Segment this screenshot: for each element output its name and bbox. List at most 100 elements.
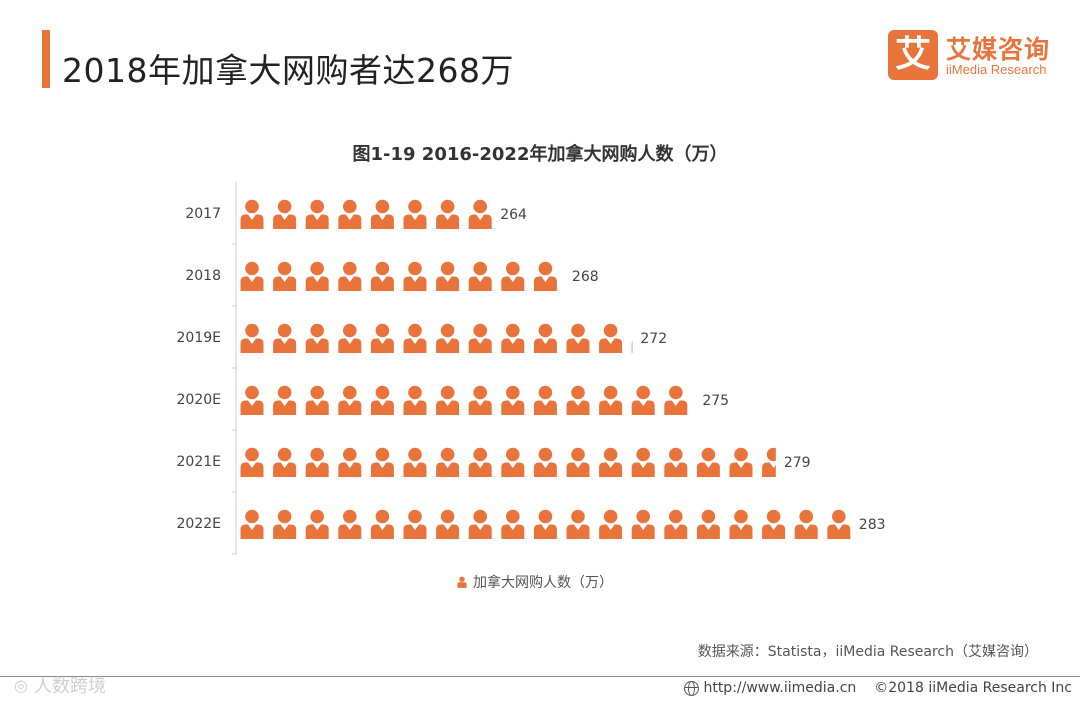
person-icon (533, 385, 557, 415)
person-icon (599, 509, 623, 539)
person-icon (664, 509, 688, 539)
person-icon (305, 509, 329, 539)
person-icon (468, 323, 492, 353)
person-icon (273, 509, 297, 539)
person-icon (338, 199, 362, 229)
data-label: 283 (859, 517, 886, 533)
person-icon (370, 447, 394, 477)
person-icon (305, 261, 329, 291)
data-label: 275 (702, 393, 729, 409)
person-icon (631, 340, 633, 353)
person-icon (533, 323, 557, 353)
person-icon (273, 447, 297, 477)
person-icon (468, 385, 492, 415)
person-icon (436, 323, 460, 353)
person-icon (436, 261, 460, 291)
legend-person-icon (457, 576, 467, 588)
person-icon (403, 447, 427, 477)
person-icon (370, 199, 394, 229)
person-icon (762, 447, 776, 477)
person-icon (338, 385, 362, 415)
person-icon (599, 447, 623, 477)
title-accent-bar (42, 30, 50, 88)
person-icon (240, 509, 264, 539)
person-icon (631, 385, 655, 415)
person-icon (338, 447, 362, 477)
person-icon (273, 199, 297, 229)
person-icon (403, 385, 427, 415)
person-icon (240, 261, 264, 291)
watermark-text: 人数跨境 (33, 676, 106, 697)
person-icon (403, 323, 427, 353)
logo-mark: 艾 (888, 30, 938, 80)
footer-divider (0, 676, 1080, 677)
y-tick-label: 2017 (185, 206, 221, 222)
person-icon (403, 261, 427, 291)
person-icon (631, 447, 655, 477)
person-icon (403, 509, 427, 539)
person-icon (664, 447, 688, 477)
person-icon (696, 447, 720, 477)
page-title: 2018年加拿大网购者达268万 (62, 51, 514, 90)
person-icon (566, 447, 590, 477)
person-icon (468, 447, 492, 477)
person-icon (533, 509, 557, 539)
person-icon (240, 385, 264, 415)
bar-row (240, 323, 633, 353)
logo-english-name: iiMedia Research (946, 62, 1047, 77)
person-icon (305, 323, 329, 353)
chart-title: 图1-19 2016-2022年加拿大网购人数（万） (352, 144, 728, 165)
bar-row (240, 447, 776, 477)
chart-legend: 加拿大网购人数（万） (457, 572, 613, 592)
person-icon (305, 199, 329, 229)
legend-label: 加拿大网购人数（万） (473, 575, 613, 591)
bar-row (240, 509, 851, 539)
person-icon (533, 261, 557, 291)
person-icon (273, 385, 297, 415)
footer-url[interactable]: http://www.iimedia.cn (703, 680, 857, 696)
person-icon (436, 199, 460, 229)
person-icon (436, 385, 460, 415)
person-icon (794, 509, 818, 539)
y-tick-label: 2019E (177, 330, 221, 346)
person-icon (468, 509, 492, 539)
data-label: 272 (640, 331, 667, 347)
bar-row (240, 199, 492, 229)
data-source-note: 数据来源：Statista，iiMedia Research（艾媒咨询） (697, 644, 1038, 660)
person-icon (370, 385, 394, 415)
watermark: ◎ 人数跨境 (14, 672, 106, 698)
bar-row (240, 261, 557, 291)
person-icon (566, 509, 590, 539)
person-icon (762, 509, 786, 539)
person-icon (370, 509, 394, 539)
person-icon (566, 323, 590, 353)
person-icon (729, 447, 753, 477)
iimedia-logo: 艾 艾媒咨询 iiMedia Research (888, 30, 1068, 82)
person-icon (305, 447, 329, 477)
person-icon (338, 509, 362, 539)
person-icon (273, 323, 297, 353)
data-label: 279 (784, 455, 811, 471)
footer-url-group: http://www.iimedia.cn (684, 680, 856, 696)
person-icon (631, 509, 655, 539)
person-icon (338, 261, 362, 291)
person-icon (436, 509, 460, 539)
person-icon (501, 385, 525, 415)
person-icon (501, 509, 525, 539)
footer-info: http://www.iimedia.cn ©2018 iiMedia Rese… (684, 680, 1072, 696)
footer-copyright: ©2018 iiMedia Research Inc (874, 680, 1072, 696)
person-icon (468, 199, 492, 229)
person-icon (501, 447, 525, 477)
bar-row (240, 385, 688, 415)
person-icon (240, 323, 264, 353)
y-tick-label: 2022E (177, 516, 221, 532)
person-icon (273, 261, 297, 291)
person-icon (240, 199, 264, 229)
person-icon (370, 323, 394, 353)
person-icon (501, 323, 525, 353)
person-icon (729, 509, 753, 539)
y-tick-label: 2020E (177, 392, 221, 408)
person-icon (370, 261, 394, 291)
person-icon (696, 509, 720, 539)
